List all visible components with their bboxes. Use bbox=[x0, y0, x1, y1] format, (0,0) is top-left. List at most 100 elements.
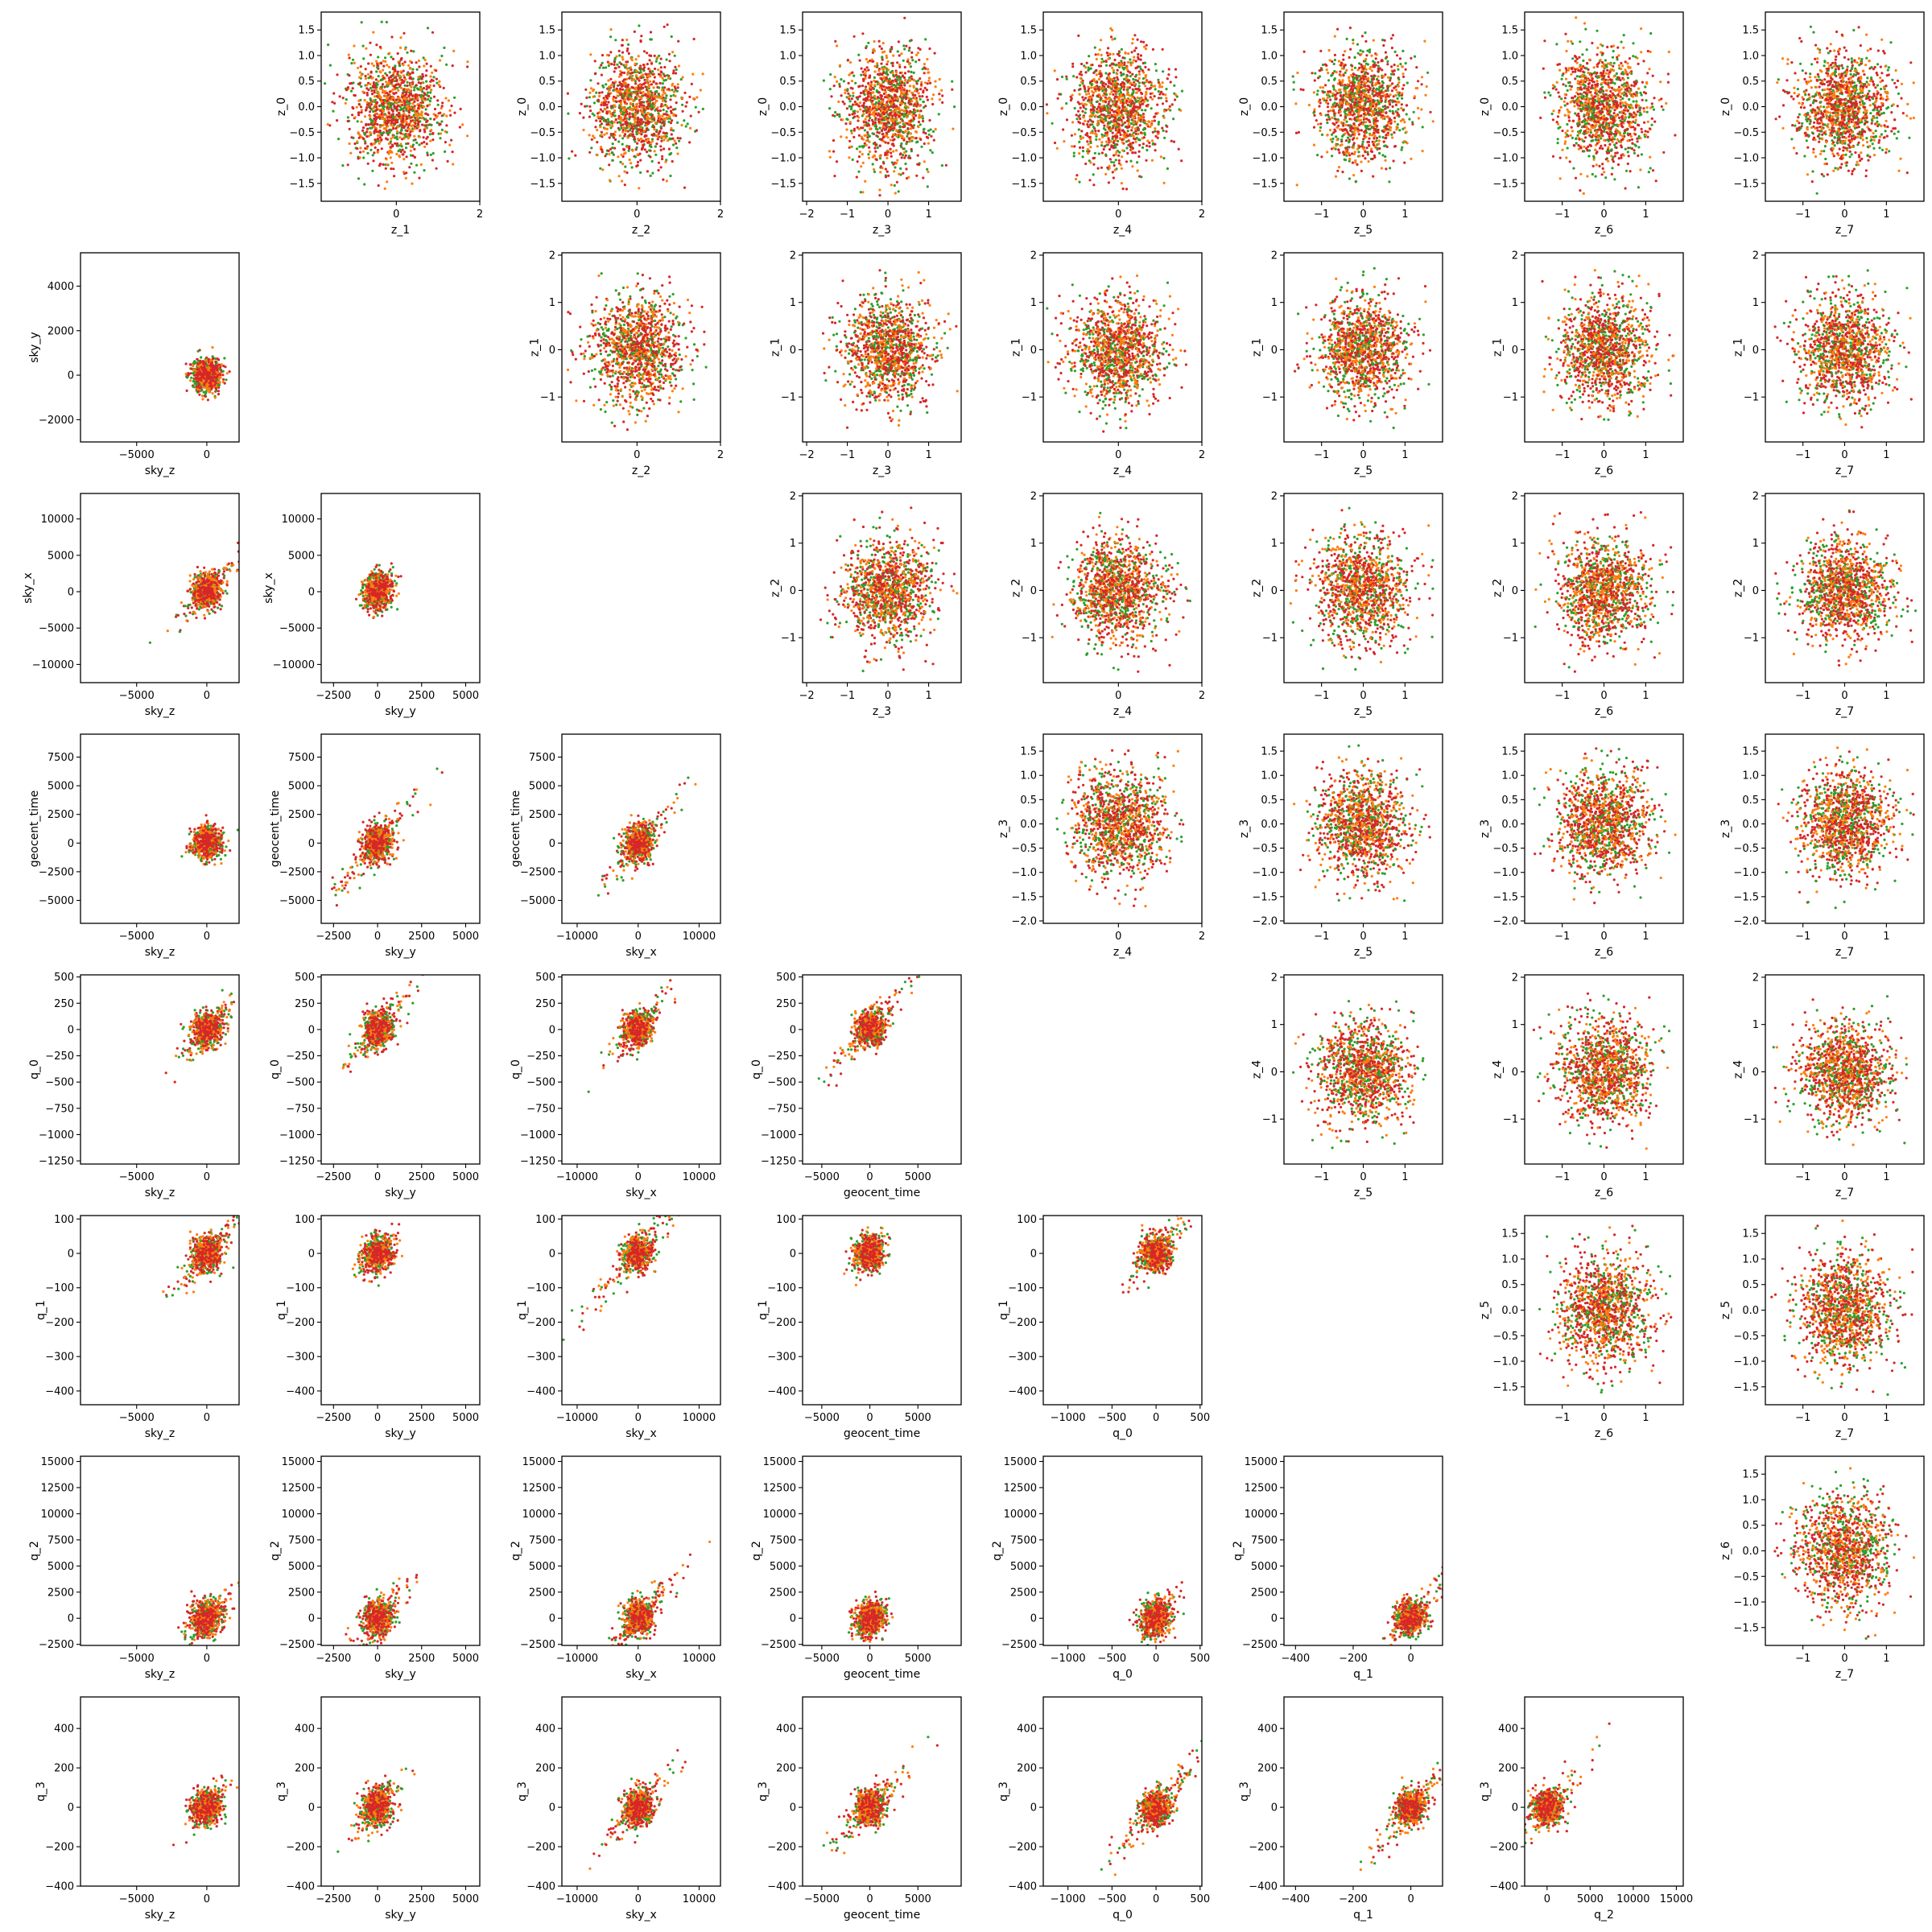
point bbox=[417, 81, 420, 85]
point bbox=[836, 44, 839, 47]
point bbox=[1108, 122, 1111, 125]
point bbox=[848, 156, 851, 159]
point bbox=[372, 99, 375, 102]
point bbox=[365, 93, 369, 97]
point bbox=[892, 54, 895, 57]
point bbox=[646, 78, 649, 81]
point bbox=[922, 119, 925, 123]
point bbox=[917, 47, 920, 50]
point bbox=[1112, 62, 1115, 65]
point bbox=[617, 175, 621, 178]
point bbox=[876, 146, 879, 149]
point bbox=[619, 117, 622, 120]
point bbox=[641, 139, 644, 142]
point bbox=[1089, 110, 1092, 114]
point bbox=[440, 106, 443, 110]
point bbox=[439, 85, 442, 89]
point bbox=[1126, 68, 1129, 72]
point bbox=[613, 114, 617, 118]
point bbox=[341, 164, 345, 167]
point bbox=[1145, 104, 1148, 108]
point bbox=[408, 72, 412, 76]
point bbox=[630, 59, 634, 62]
point bbox=[1134, 87, 1137, 91]
point bbox=[402, 171, 406, 174]
point bbox=[1098, 48, 1101, 52]
point bbox=[395, 114, 398, 117]
point bbox=[608, 136, 611, 139]
point bbox=[364, 140, 367, 143]
point bbox=[607, 94, 610, 97]
point bbox=[634, 62, 637, 65]
point bbox=[845, 118, 848, 121]
point bbox=[1328, 118, 1331, 121]
point bbox=[1100, 120, 1103, 123]
point bbox=[1096, 80, 1099, 84]
point bbox=[397, 115, 400, 118]
point bbox=[402, 107, 405, 110]
point bbox=[1151, 130, 1154, 134]
point bbox=[601, 61, 604, 64]
point bbox=[912, 108, 915, 111]
point bbox=[653, 54, 656, 57]
point bbox=[1077, 34, 1080, 38]
point bbox=[613, 147, 617, 150]
point bbox=[868, 140, 871, 143]
point bbox=[924, 38, 927, 41]
point bbox=[675, 101, 678, 105]
point bbox=[1084, 97, 1088, 100]
point bbox=[428, 84, 432, 87]
point bbox=[636, 160, 640, 163]
point bbox=[638, 76, 641, 80]
point bbox=[905, 142, 908, 146]
point bbox=[1055, 78, 1059, 81]
point bbox=[625, 121, 628, 124]
point bbox=[377, 184, 380, 188]
point bbox=[582, 116, 585, 119]
point bbox=[367, 76, 370, 80]
point bbox=[411, 102, 415, 105]
point bbox=[445, 114, 448, 118]
point bbox=[1089, 141, 1092, 145]
point bbox=[910, 97, 913, 101]
point bbox=[675, 89, 679, 93]
point bbox=[871, 99, 874, 102]
point bbox=[1093, 88, 1096, 91]
point bbox=[1160, 85, 1164, 89]
point bbox=[395, 130, 399, 133]
point bbox=[664, 113, 667, 116]
point bbox=[607, 120, 610, 123]
point bbox=[607, 149, 610, 152]
point bbox=[378, 70, 382, 73]
point bbox=[408, 102, 411, 105]
point bbox=[369, 83, 372, 86]
point bbox=[348, 142, 351, 146]
point bbox=[409, 108, 412, 111]
point bbox=[902, 89, 906, 92]
point bbox=[643, 148, 646, 151]
point bbox=[669, 105, 672, 109]
point bbox=[918, 95, 921, 98]
point bbox=[1112, 71, 1116, 74]
point bbox=[852, 129, 856, 132]
point bbox=[411, 80, 415, 84]
point bbox=[609, 28, 613, 31]
point bbox=[907, 70, 910, 73]
point bbox=[1069, 98, 1072, 102]
point bbox=[628, 134, 631, 137]
point bbox=[1138, 138, 1141, 142]
point bbox=[902, 126, 905, 129]
point bbox=[903, 122, 906, 125]
point bbox=[919, 138, 923, 141]
point bbox=[612, 133, 615, 136]
point bbox=[373, 151, 376, 155]
point bbox=[873, 170, 877, 174]
point bbox=[420, 142, 423, 145]
point bbox=[932, 138, 935, 142]
point bbox=[1136, 38, 1139, 41]
point bbox=[642, 129, 646, 133]
point bbox=[389, 76, 393, 79]
point bbox=[1082, 116, 1085, 119]
point bbox=[658, 114, 661, 117]
point bbox=[1100, 57, 1104, 60]
